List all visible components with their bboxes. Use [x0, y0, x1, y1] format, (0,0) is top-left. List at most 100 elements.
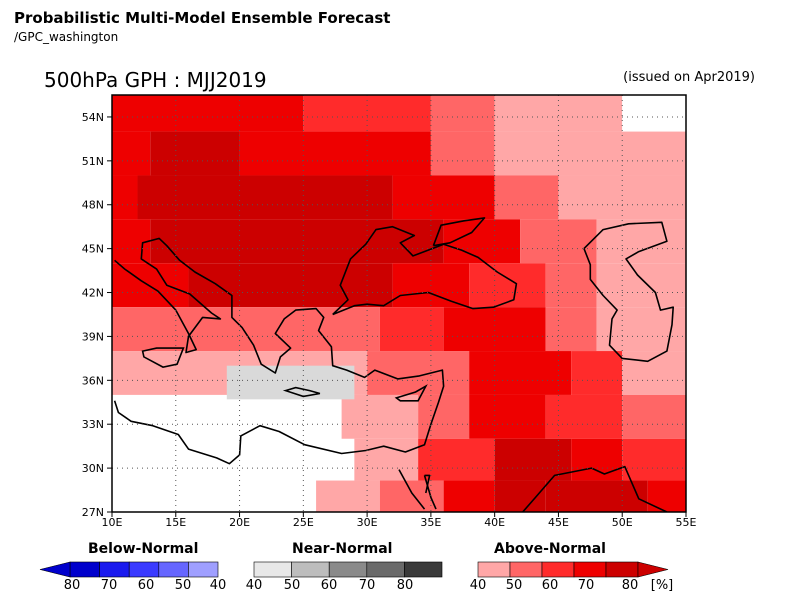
lat-label: 42N: [82, 287, 104, 300]
probability-cell: [443, 307, 546, 352]
probability-cell: [571, 438, 623, 481]
lon-label: 50E: [612, 516, 633, 529]
near-tick-label: 80: [396, 578, 414, 593]
below-tick-label: 40: [209, 578, 227, 593]
probability-cell: [430, 131, 495, 176]
issued-date: (issued on Apr2019): [623, 70, 755, 85]
probability-cell: [494, 131, 686, 176]
coastline: [432, 217, 486, 247]
probability-cell: [545, 394, 623, 439]
legend-above-label: Above-Normal: [494, 541, 606, 557]
island-outline: [394, 384, 428, 402]
island-outline: [141, 347, 185, 368]
above-tick-label: 50: [505, 578, 523, 593]
lon-label: 55E: [676, 516, 697, 529]
probability-cell: [622, 438, 686, 481]
below-bar-swatch: [99, 561, 130, 578]
lon-label: 35E: [420, 516, 441, 529]
probability-cell: [112, 131, 151, 176]
probability-cell: [137, 175, 393, 220]
lon-label: 25E: [293, 516, 314, 529]
probability-cell: [379, 307, 444, 352]
probability-cell: [379, 480, 444, 512]
probability-cell: [443, 219, 521, 264]
above-tick-label: 70: [577, 578, 595, 593]
probability-cell: [112, 95, 304, 132]
coastline: [522, 465, 668, 512]
lon-label: 30E: [357, 516, 378, 529]
below-tick-label: 50: [174, 578, 192, 593]
probability-cell: [443, 480, 495, 512]
near-normal-patch: [226, 365, 355, 400]
probability-cell: [112, 219, 151, 264]
probability-cell: [418, 394, 470, 439]
below-tick-label: 80: [63, 578, 81, 593]
above-bar-swatch: [477, 561, 511, 578]
probability-cell: [469, 394, 546, 439]
lon-label: 15E: [165, 516, 186, 529]
lon-label: 10E: [102, 516, 123, 529]
probability-cell: [354, 438, 419, 481]
below-bar-swatch: [128, 561, 160, 578]
probability-cell: [469, 351, 572, 395]
near-tick-label: 40: [245, 578, 263, 593]
above-tick-label: 60: [541, 578, 559, 593]
island-outline: [282, 386, 321, 398]
above-bar-arrow-right: [637, 561, 669, 578]
near-bar-swatch: [404, 561, 443, 578]
probability-cell: [622, 394, 686, 439]
legend-near-label: Near-Normal: [292, 541, 393, 557]
lat-label: 48N: [82, 199, 104, 212]
above-tick-label: 40: [469, 578, 487, 593]
legend-unit: [%]: [650, 578, 674, 593]
near-bar-swatch: [366, 561, 405, 578]
probability-cell: [316, 480, 380, 512]
probability-cell: [430, 95, 495, 132]
lat-label: 33N: [82, 418, 104, 431]
probability-cell: [545, 263, 597, 308]
above-tick-label: 80: [621, 578, 639, 593]
map-title: 500hPa GPH : MJJ2019: [44, 68, 267, 92]
probability-cell: [150, 219, 444, 264]
probability-cell: [150, 131, 240, 176]
near-bar-swatch: [291, 561, 330, 578]
below-bar-swatch: [158, 561, 189, 578]
probability-cell: [112, 307, 380, 352]
coastline: [424, 474, 431, 494]
near-tick-label: 50: [283, 578, 301, 593]
below-bar-arrow-left: [39, 561, 71, 578]
below-tick-label: 70: [100, 578, 118, 593]
coastline: [332, 225, 518, 316]
lat-label: 30N: [82, 462, 104, 475]
probability-cell: [469, 263, 546, 308]
probability-cell: [112, 480, 317, 512]
near-bar-swatch: [253, 561, 292, 578]
probability-cell: [545, 307, 597, 352]
above-bar-swatch: [605, 561, 639, 578]
coastline: [423, 475, 437, 510]
lon-label: 20E: [229, 516, 250, 529]
map-field: [112, 95, 686, 512]
probability-cell: [622, 95, 686, 132]
legend-below-label: Below-Normal: [88, 541, 199, 557]
probability-cell: [545, 480, 648, 512]
lat-label: 45N: [82, 243, 104, 256]
near-tick-label: 70: [358, 578, 376, 593]
probability-cell: [239, 131, 431, 176]
coastline: [113, 237, 445, 465]
above-bar-swatch: [573, 561, 607, 578]
lon-label: 45E: [548, 516, 569, 529]
near-bar-swatch: [328, 561, 368, 578]
probability-cell: [112, 394, 342, 439]
probability-cell: [571, 351, 623, 395]
probability-cell: [341, 394, 419, 439]
near-tick-label: 60: [320, 578, 338, 593]
lat-label: 54N: [82, 111, 104, 124]
figure-title: Probabilistic Multi-Model Ensemble Forec…: [14, 9, 391, 27]
coastline: [398, 469, 426, 510]
probability-cell: [558, 175, 686, 220]
map-frame: [111, 94, 687, 513]
lat-label: 51N: [82, 155, 104, 168]
